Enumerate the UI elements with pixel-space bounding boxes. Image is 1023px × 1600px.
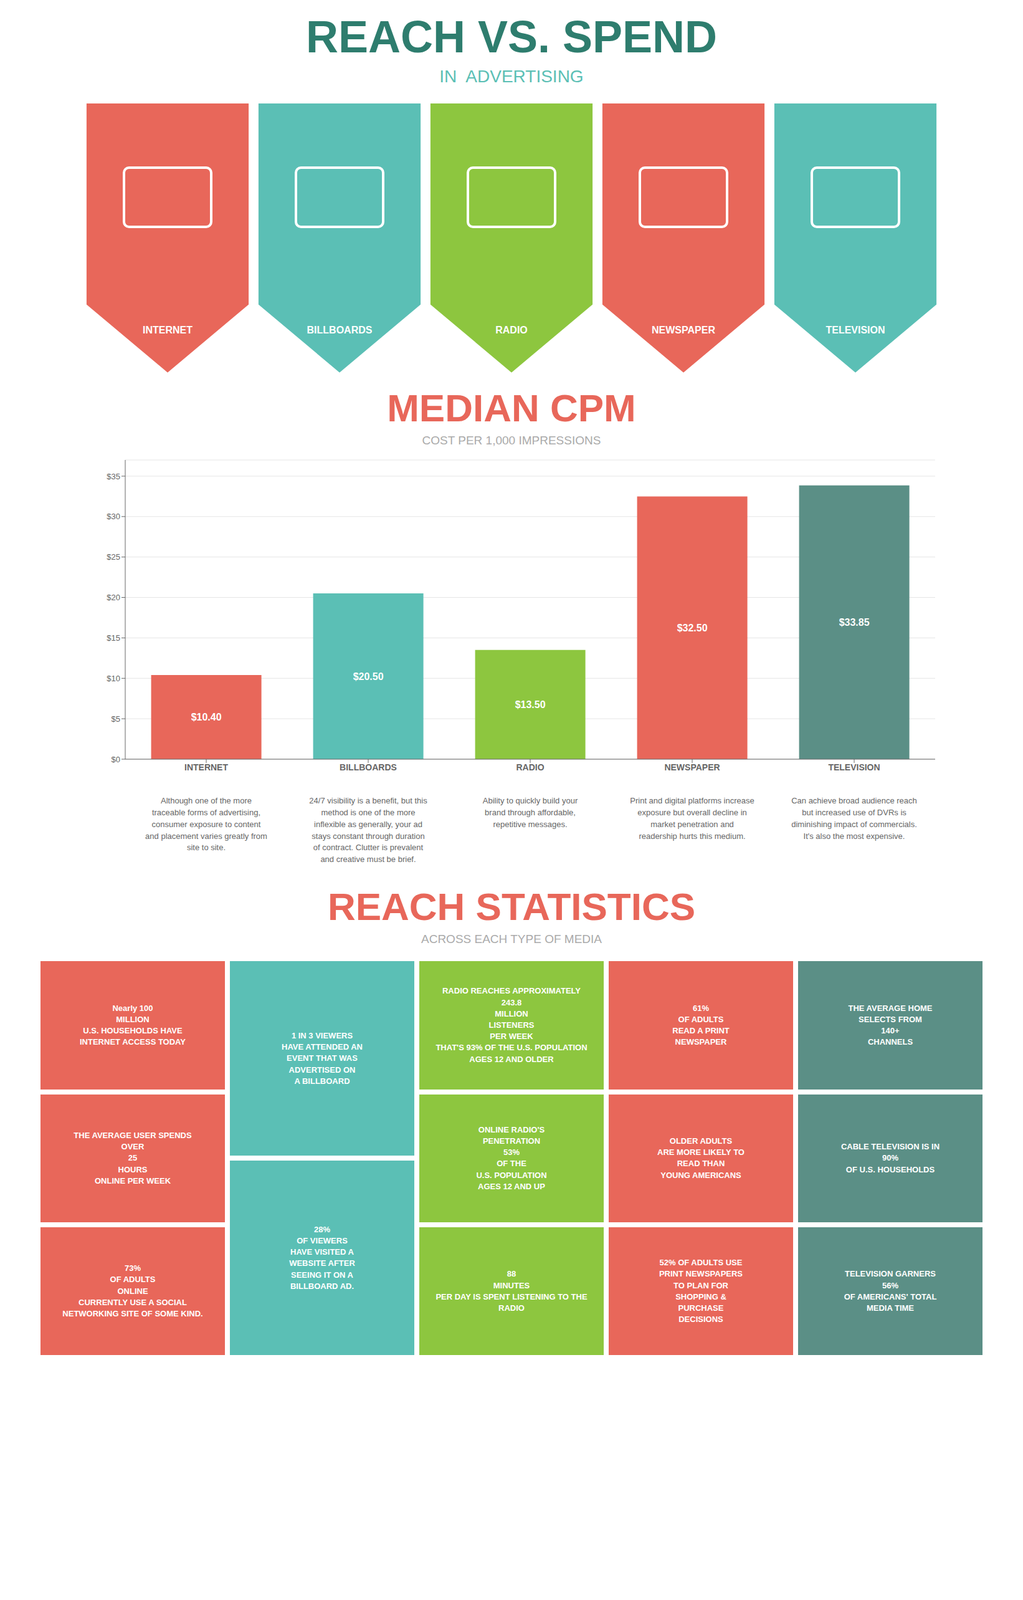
html-text:ONLINE RADIO'S PENETRATION 53%: ONLINE RADIO'S PENETRATION 53% OF THE U.… — [476, 1124, 547, 1191]
svg-text:$15: $15 — [106, 632, 121, 643]
svg-text:$33.85: $33.85 — [839, 616, 870, 628]
html-text:Print and digital platforms in: Print and digital platforms increase exp… — [630, 795, 755, 841]
svg-text:RADIO: RADIO — [515, 761, 544, 772]
svg-text:$10.40: $10.40 — [191, 711, 222, 723]
html-text:52% OF ADULTS USE PRINT NEWSPA: 52% OF ADULTS USE PRINT NEWSPAPERS TO PL… — [659, 1257, 743, 1324]
svg-text:TELEVISION: TELEVISION — [827, 761, 880, 772]
html-text:24/7 visibility is a benefit,: 24/7 visibility is a benefit, but this m… — [309, 795, 428, 864]
html-text:Although one of the more trace: Although one of the more traceable forms… — [145, 795, 268, 852]
html-text:61% OF ADULTS READ A PRINT NEW: 61% OF ADULTS READ A PRINT NEWSPAPER — [672, 1002, 730, 1047]
svg-text:$13.50: $13.50 — [515, 699, 546, 710]
html-text:THE AVERAGE HOME SELECTS FROM: THE AVERAGE HOME SELECTS FROM 140+ CHANN… — [848, 1002, 933, 1047]
html-text:OLDER ADULTS ARE MORE LIKELY T: OLDER ADULTS ARE MORE LIKELY TO READ THA… — [657, 1135, 745, 1180]
html-text:73% OF ADULTS ONLINE CURRENTLY: 73% OF ADULTS ONLINE CURRENTLY USE A SOC… — [62, 1263, 203, 1318]
html-text:CABLE TELEVISION IS IN 90% OF: CABLE TELEVISION IS IN 90% OF U.S. HOUSE… — [841, 1141, 940, 1174]
svg-text:BILLBOARDS: BILLBOARDS — [339, 761, 397, 772]
html-text:REACH STATISTICS: REACH STATISTICS — [327, 884, 696, 928]
html-text:IN ADVERTISING: IN ADVERTISING — [439, 66, 584, 86]
html-text:88 MINUTES PER DAY IS SPENT LI: 88 MINUTES PER DAY IS SPENT LISTENING TO… — [435, 1268, 588, 1313]
svg-text:INTERNET: INTERNET — [142, 324, 193, 336]
svg-text:RADIO: RADIO — [495, 324, 528, 336]
html-text:REACH VS. SPEND: REACH VS. SPEND — [305, 11, 718, 62]
html-text:TELEVISION GARNERS 56% OF AMER: TELEVISION GARNERS 56% OF AMERICANS' TOT… — [843, 1268, 937, 1313]
svg-text:$0: $0 — [111, 754, 121, 764]
svg-text:$32.50: $32.50 — [677, 622, 708, 633]
svg-text:TELEVISION: TELEVISION — [825, 324, 885, 336]
svg-text:$35: $35 — [106, 471, 121, 481]
html-text:Ability to quickly build your: Ability to quickly build your brand thro… — [482, 795, 578, 829]
html-text:28% OF VIEWERS HAVE VISITED A: 28% OF VIEWERS HAVE VISITED A WEBSITE AF… — [289, 1224, 355, 1291]
html-text:1 IN 3 VIEWERS HAVE ATTENDED A: 1 IN 3 VIEWERS HAVE ATTENDED AN EVENT TH… — [281, 1030, 363, 1086]
html-text:THE AVERAGE USER SPENDS OVER 2: THE AVERAGE USER SPENDS OVER 25 HOURS ON… — [73, 1130, 192, 1185]
svg-text:BILLBOARDS: BILLBOARDS — [307, 324, 373, 336]
svg-text:$20.50: $20.50 — [353, 670, 384, 682]
svg-text:$25: $25 — [106, 551, 121, 562]
svg-text:$5: $5 — [111, 713, 121, 724]
svg-text:$30: $30 — [106, 512, 121, 522]
html-text:COST PER 1,000 IMPRESSIONS: COST PER 1,000 IMPRESSIONS — [422, 433, 601, 447]
html-text:RADIO REACHES APPROXIMATELY 24: RADIO REACHES APPROXIMATELY 243.8 MILLIO… — [435, 985, 588, 1064]
svg-text:NEWSPAPER: NEWSPAPER — [651, 324, 716, 336]
html-text:MEDIAN CPM: MEDIAN CPM — [387, 386, 636, 430]
html-text:ACROSS EACH TYPE OF MEDIA: ACROSS EACH TYPE OF MEDIA — [421, 932, 602, 946]
html-text:Nearly 100 MILLION U.S. HOUSEH: Nearly 100 MILLION U.S. HOUSEHOLDS HAVE … — [79, 1002, 186, 1047]
svg-text:$20: $20 — [106, 592, 121, 602]
svg-text:NEWSPAPER: NEWSPAPER — [664, 761, 720, 772]
svg-text:$10: $10 — [106, 673, 121, 683]
html-text:Can achieve broad audience rea: Can achieve broad audience reach but inc… — [791, 795, 917, 841]
svg-text:INTERNET: INTERNET — [184, 761, 229, 772]
